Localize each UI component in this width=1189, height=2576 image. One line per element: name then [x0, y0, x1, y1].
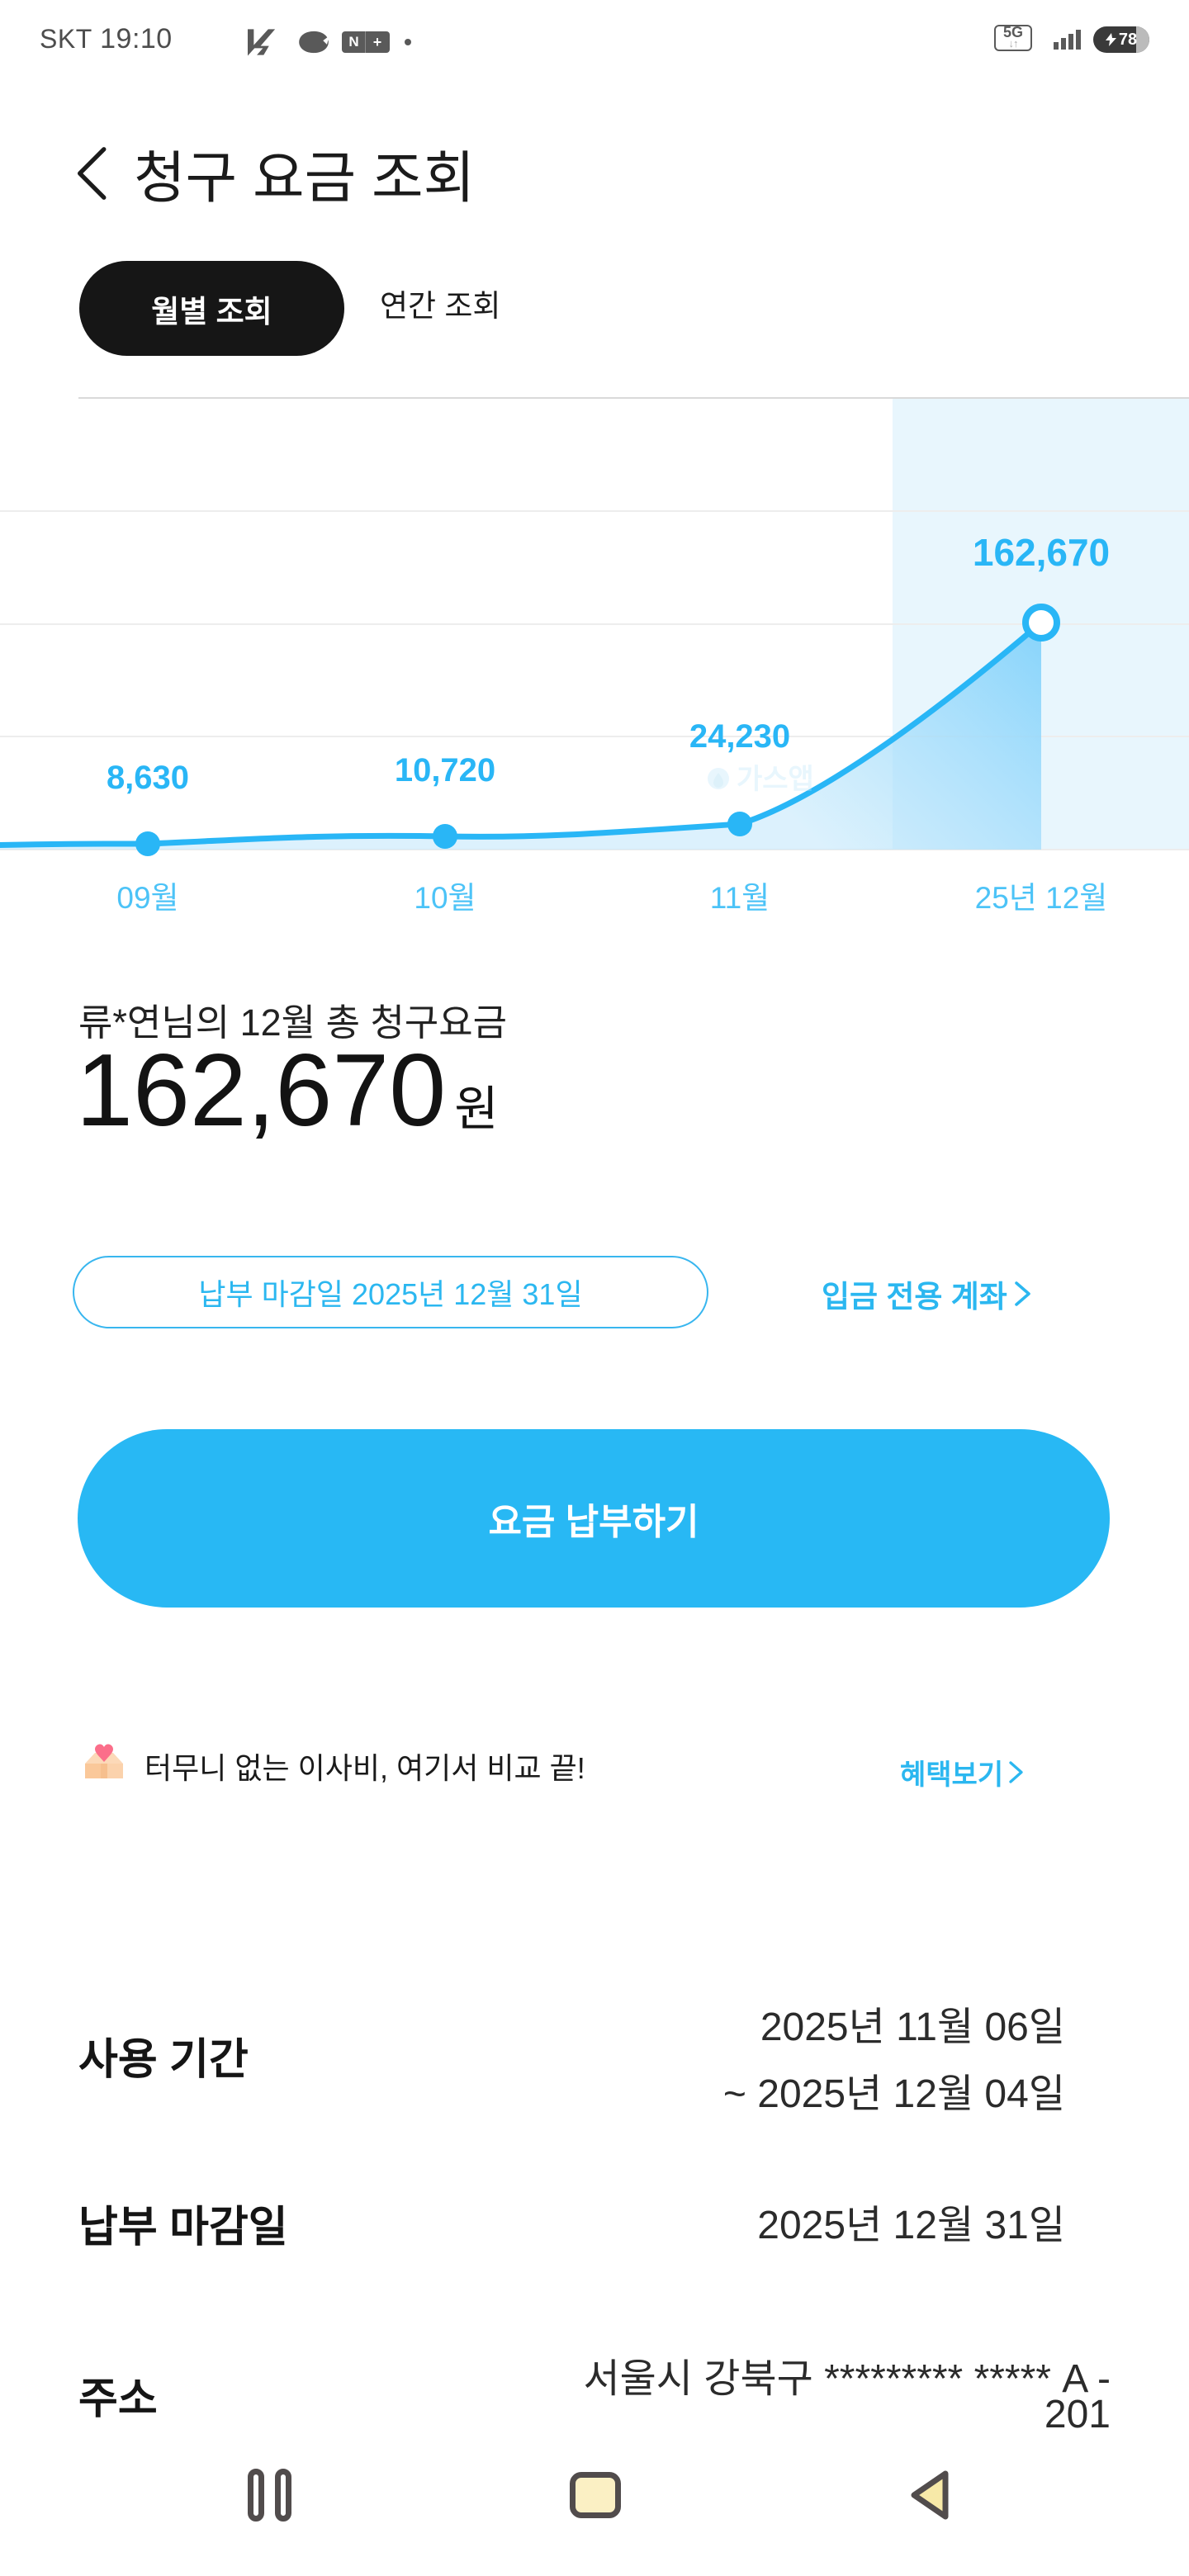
svg-text:162,670: 162,670: [973, 531, 1110, 574]
svg-text:10,720: 10,720: [395, 752, 495, 788]
svg-text:8,630: 8,630: [107, 760, 189, 796]
svg-text:24,230: 24,230: [689, 718, 790, 755]
svg-text:09월: 09월: [116, 881, 178, 915]
svg-text:11월: 11월: [710, 881, 770, 915]
svg-text:가스앱: 가스앱: [737, 764, 814, 795]
svg-text:10월: 10월: [414, 881, 476, 915]
svg-text:25년 12월: 25년 12월: [975, 881, 1108, 915]
